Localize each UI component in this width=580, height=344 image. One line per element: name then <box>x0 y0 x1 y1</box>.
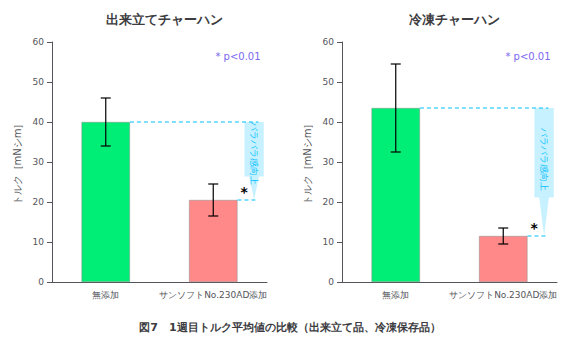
svg-text:20: 20 <box>33 197 45 207</box>
svg-text:10: 10 <box>33 237 45 247</box>
svg-text:0: 0 <box>328 277 334 287</box>
svg-text:40: 40 <box>33 117 45 127</box>
svg-text:*: * <box>530 220 538 236</box>
svg-text:無添加: 無添加 <box>92 290 119 300</box>
svg-text:サンソフトNo.230AD添加: サンソフトNo.230AD添加 <box>159 290 267 300</box>
svg-text:図7 1週目トルク平均値の比較（出来立て品、冷凍保存品）: 図7 1週目トルク平均値の比較（出来立て品、冷凍保存品） <box>139 321 440 334</box>
svg-text:サンソフトNo.230AD添加: サンソフトNo.230AD添加 <box>449 290 557 300</box>
svg-text:30: 30 <box>323 157 335 167</box>
svg-text:10: 10 <box>323 237 335 247</box>
svg-text:*: * <box>240 184 248 200</box>
svg-text:60: 60 <box>323 37 335 47</box>
svg-text:50: 50 <box>33 77 45 87</box>
svg-text:パラパラ感向上: パラパラ感向上 <box>539 127 549 191</box>
svg-text:* p<0.01: * p<0.01 <box>505 51 550 62</box>
svg-text:トルク［mNシm］: トルク［mNシm］ <box>302 119 313 206</box>
svg-text:冷凍チャーハン: 冷凍チャーハン <box>409 12 500 27</box>
svg-text:0: 0 <box>38 277 44 287</box>
svg-text:* p<0.01: * p<0.01 <box>215 51 260 62</box>
svg-text:出来立てチャーハン: 出来立てチャーハン <box>106 12 223 27</box>
svg-text:20: 20 <box>323 197 335 207</box>
svg-text:無添加: 無添加 <box>382 290 409 300</box>
svg-text:パラパラ感向上: パラパラ感向上 <box>249 121 259 185</box>
svg-text:トルク［mNシm］: トルク［mNシm］ <box>12 119 23 206</box>
svg-text:60: 60 <box>33 37 45 47</box>
svg-text:40: 40 <box>323 117 335 127</box>
svg-text:30: 30 <box>33 157 45 167</box>
svg-text:50: 50 <box>323 77 335 87</box>
